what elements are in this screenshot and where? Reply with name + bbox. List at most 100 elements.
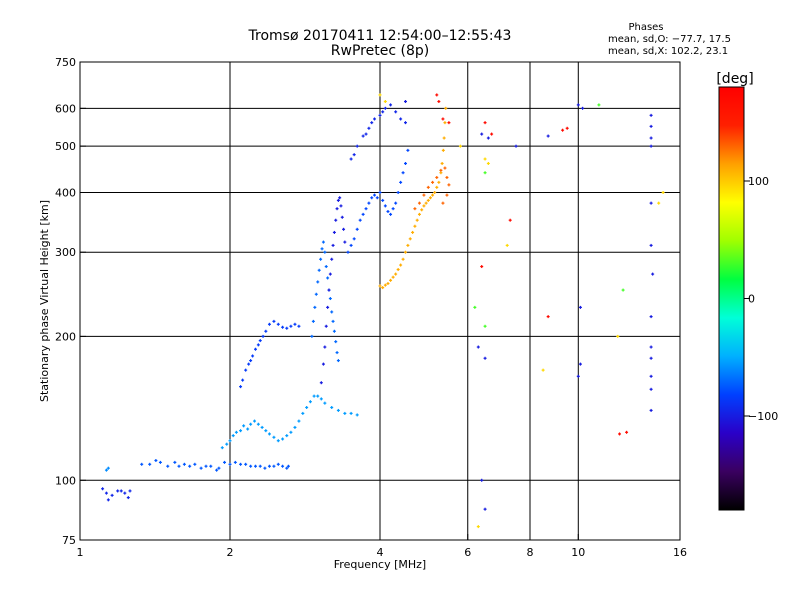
y-axis-label: Stationary phase Virtual Height [km]: [38, 200, 51, 402]
data-point: [403, 100, 407, 104]
data-point: [316, 280, 320, 284]
data-point: [483, 356, 487, 360]
x-tick-label: 6: [464, 546, 471, 559]
data-point: [367, 201, 371, 205]
data-point: [343, 411, 347, 415]
x-axis-label: Frequency [MHz]: [334, 558, 426, 571]
data-point: [435, 93, 439, 97]
data-point: [241, 378, 245, 382]
data-point: [244, 368, 248, 372]
data-point: [233, 460, 237, 464]
data-point: [244, 462, 248, 466]
data-point: [424, 201, 428, 205]
data-point: [140, 462, 144, 466]
data-point: [514, 144, 518, 148]
data-point: [330, 257, 334, 261]
data-point: [321, 362, 325, 366]
data-point: [399, 180, 403, 184]
data-point: [433, 190, 437, 194]
data-point: [297, 419, 301, 423]
data-point: [281, 437, 285, 441]
data-point: [217, 466, 221, 470]
data-point: [657, 201, 661, 205]
data-point: [576, 103, 580, 107]
data-point: [413, 224, 417, 228]
data-point: [352, 153, 356, 157]
colorbar-tick-label: −100: [748, 410, 778, 423]
data-point: [394, 272, 398, 276]
data-point: [415, 218, 419, 222]
phases-heading: Phases: [628, 22, 663, 33]
data-point: [389, 278, 393, 282]
data-point: [391, 207, 395, 211]
data-point: [486, 136, 490, 140]
data-point: [375, 196, 379, 200]
data-point: [352, 237, 356, 241]
data-point: [317, 268, 321, 272]
data-point: [272, 319, 276, 323]
data-point: [378, 284, 382, 288]
data-point: [319, 397, 323, 401]
y-tick-label: 750: [55, 56, 76, 69]
data-point: [285, 326, 289, 330]
data-point: [546, 315, 550, 319]
data-point: [373, 117, 377, 121]
data-point: [281, 464, 285, 468]
data-point: [182, 462, 186, 466]
data-point: [508, 218, 512, 222]
data-point: [276, 322, 280, 326]
data-point: [104, 468, 108, 472]
data-point: [220, 446, 224, 450]
data-point: [106, 498, 110, 502]
data-point: [116, 489, 120, 493]
data-point: [223, 460, 227, 464]
data-point: [106, 466, 110, 470]
data-point: [215, 468, 219, 472]
data-point: [253, 347, 257, 351]
data-point: [649, 374, 653, 378]
data-point: [253, 419, 257, 423]
data-point: [447, 121, 451, 125]
data-point: [486, 161, 490, 165]
phases-o-stats: mean, sd,O: −77.7, 17.5: [608, 34, 731, 45]
data-point: [297, 324, 301, 328]
data-point: [618, 432, 622, 436]
data-point: [431, 193, 435, 197]
data-point: [331, 243, 335, 247]
y-tick-label: 600: [55, 102, 76, 115]
data-point: [411, 230, 415, 234]
data-point: [383, 106, 387, 110]
data-point: [373, 193, 377, 197]
data-point: [505, 243, 509, 247]
data-point: [383, 204, 387, 208]
data-point: [346, 250, 350, 254]
data-point: [349, 411, 353, 415]
data-point: [281, 325, 285, 329]
data-point: [408, 237, 412, 241]
data-point: [313, 305, 317, 309]
data-point: [228, 462, 232, 466]
data-point: [301, 411, 305, 415]
data-point: [330, 310, 334, 314]
data-point: [406, 148, 410, 152]
data-point: [328, 297, 332, 301]
chart-subtitle: RwPretec (8p): [331, 43, 429, 59]
data-point: [576, 374, 580, 378]
colorbar-label: [deg]: [716, 71, 753, 87]
y-tick-label: 75: [62, 534, 76, 547]
data-point: [490, 132, 494, 136]
data-point: [476, 525, 480, 529]
data-point: [649, 356, 653, 360]
data-point: [394, 110, 398, 114]
data-point: [335, 351, 339, 355]
data-point: [247, 362, 251, 366]
x-tick-label: 1: [77, 546, 84, 559]
data-point: [276, 462, 280, 466]
data-point: [119, 489, 123, 493]
data-point: [267, 322, 271, 326]
data-point: [154, 458, 158, 462]
data-point: [231, 434, 235, 438]
data-point: [263, 466, 267, 470]
data-point: [661, 190, 665, 194]
data-point: [310, 334, 314, 338]
